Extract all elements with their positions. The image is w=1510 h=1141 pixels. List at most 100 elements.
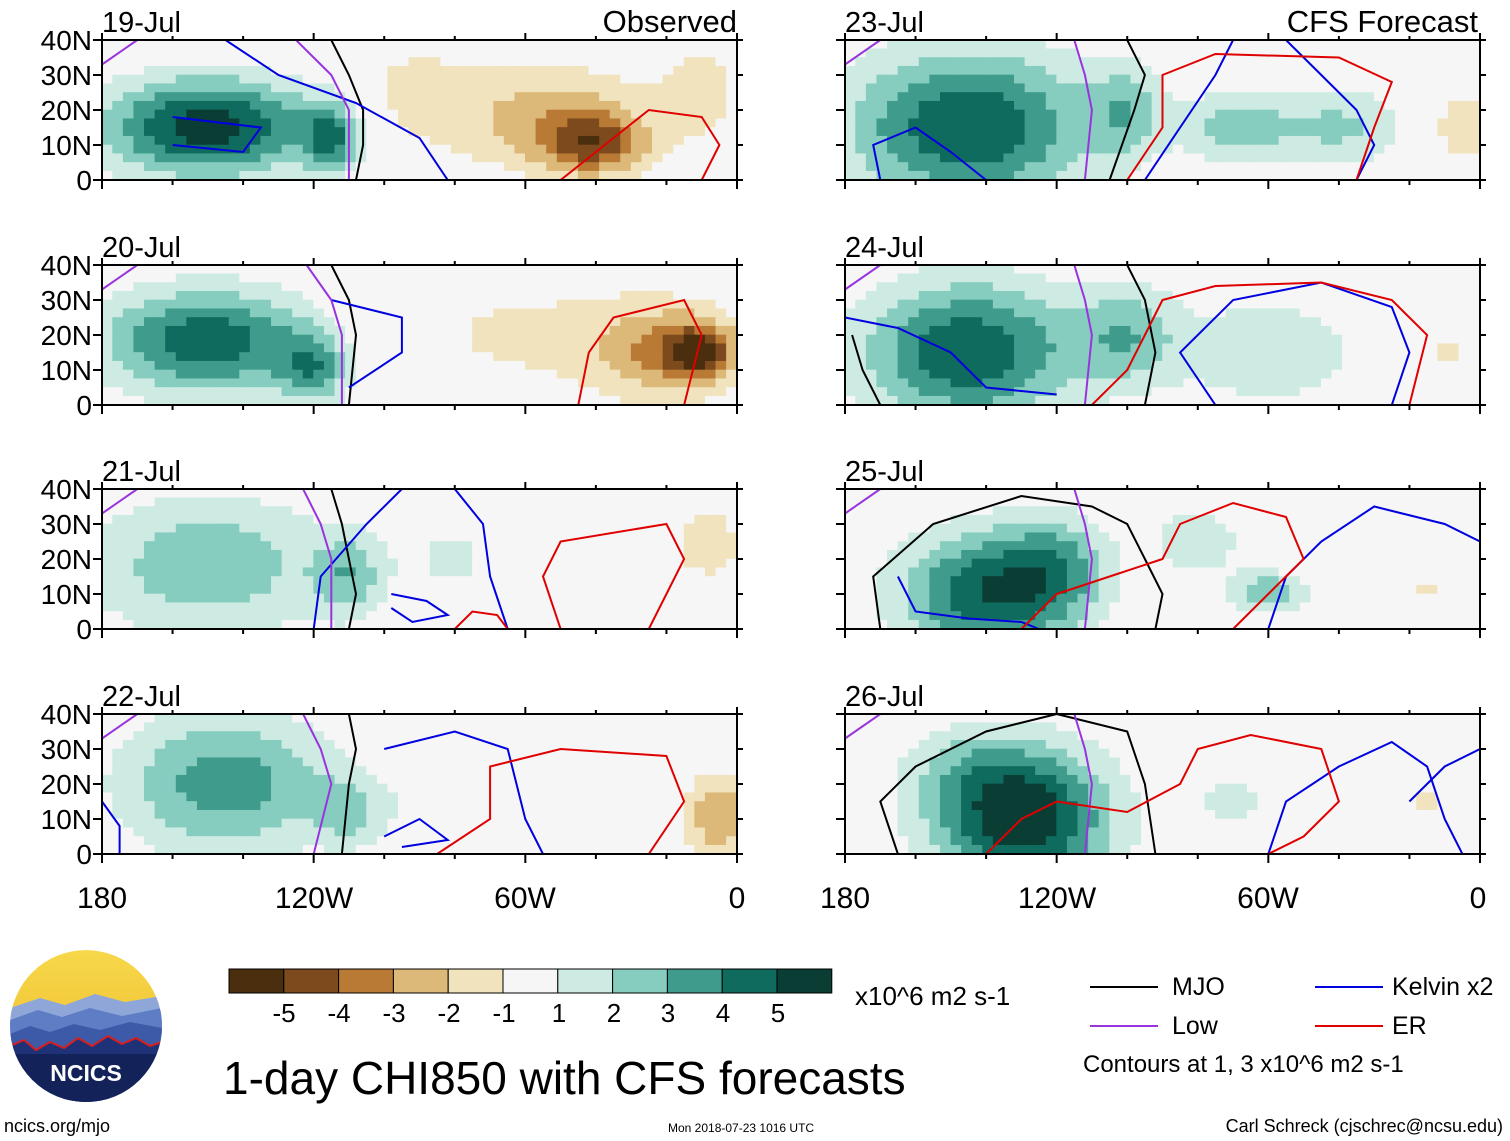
field-cell bbox=[525, 144, 537, 155]
field-cell bbox=[313, 299, 325, 310]
field-cell bbox=[525, 766, 537, 776]
field-cell bbox=[918, 48, 931, 58]
field-cell bbox=[704, 549, 717, 560]
field-cell bbox=[535, 809, 547, 820]
field-cell bbox=[726, 809, 737, 820]
field-cell bbox=[154, 731, 166, 741]
field-cell bbox=[387, 766, 399, 776]
field-cell bbox=[546, 497, 558, 507]
field-cell bbox=[175, 352, 188, 362]
field-cell bbox=[876, 109, 888, 120]
field-cell bbox=[271, 334, 283, 345]
field-cell bbox=[556, 83, 569, 93]
field-cell bbox=[1183, 162, 1195, 172]
field-cell bbox=[398, 170, 410, 180]
field-cell bbox=[302, 100, 315, 111]
field-cell bbox=[334, 611, 346, 621]
field-cell bbox=[376, 792, 389, 802]
field-cell bbox=[1437, 118, 1449, 128]
field-cell bbox=[577, 162, 590, 172]
field-cell bbox=[398, 299, 410, 310]
field-cell bbox=[876, 118, 888, 128]
field-cell bbox=[514, 325, 526, 336]
lat-tick-label: 10N bbox=[41, 130, 92, 161]
field-cell bbox=[334, 558, 346, 569]
field-cell bbox=[715, 378, 727, 388]
field-cell bbox=[1320, 92, 1333, 102]
field-cell bbox=[112, 352, 124, 362]
lat-tick-label: 0 bbox=[76, 614, 92, 645]
field-cell bbox=[546, 135, 558, 146]
field-cell bbox=[271, 602, 283, 612]
field-cell bbox=[419, 92, 431, 102]
field-cell bbox=[165, 827, 177, 837]
field-cell bbox=[239, 118, 251, 128]
field-cell bbox=[535, 57, 547, 67]
field-cell bbox=[440, 360, 452, 371]
field-cell bbox=[556, 100, 569, 111]
field-cell bbox=[845, 127, 857, 137]
field-cell bbox=[334, 748, 346, 759]
field-cell bbox=[609, 360, 622, 371]
field-cell bbox=[482, 334, 495, 345]
field-cell bbox=[281, 792, 293, 802]
field-cell bbox=[929, 144, 941, 155]
field-cell bbox=[535, 506, 547, 516]
field-cell bbox=[704, 135, 717, 146]
field-cell bbox=[175, 593, 188, 604]
field-cell bbox=[652, 611, 664, 621]
field-cell bbox=[673, 541, 685, 551]
field-cell bbox=[175, 395, 188, 405]
field-cell bbox=[630, 757, 643, 767]
field-cell bbox=[992, 118, 1005, 128]
field-cell bbox=[588, 497, 600, 507]
field-cell bbox=[366, 109, 378, 120]
field-cell bbox=[726, 369, 737, 380]
field-cell bbox=[1056, 144, 1068, 155]
field-cell bbox=[112, 731, 124, 741]
field-cell bbox=[334, 162, 346, 172]
field-cell bbox=[207, 127, 219, 137]
field-cell bbox=[313, 325, 325, 336]
field-cell bbox=[461, 282, 473, 292]
field-cell bbox=[323, 827, 336, 837]
field-cell bbox=[408, 541, 420, 551]
field-cell bbox=[260, 378, 272, 388]
field-cell bbox=[1289, 127, 1301, 137]
field-cell bbox=[323, 766, 336, 776]
field-cell bbox=[577, 576, 590, 586]
field-cell bbox=[260, 395, 272, 405]
field-cell bbox=[704, 783, 717, 794]
field-cell bbox=[694, 514, 706, 525]
field-cell bbox=[218, 593, 230, 604]
field-cell bbox=[694, 602, 706, 612]
field-cell bbox=[175, 584, 188, 595]
field-cell bbox=[398, 352, 410, 362]
field-cell bbox=[218, 584, 230, 595]
field-cell bbox=[292, 290, 304, 301]
field-cell bbox=[673, 352, 685, 362]
field-cell bbox=[652, 135, 664, 146]
field-cell bbox=[102, 489, 114, 499]
field-cell bbox=[503, 127, 516, 137]
field-cell bbox=[419, 352, 431, 362]
field-cell bbox=[1162, 170, 1174, 180]
field-cell bbox=[376, 611, 389, 621]
field-cell bbox=[652, 766, 664, 776]
field-cell bbox=[1109, 135, 1121, 146]
field-cell bbox=[376, 57, 389, 67]
field-cell bbox=[609, 541, 622, 551]
field-cell bbox=[249, 299, 262, 310]
field-cell bbox=[1088, 65, 1100, 76]
field-cell bbox=[556, 92, 569, 102]
field-cell bbox=[281, 619, 293, 629]
field-cell bbox=[546, 783, 558, 794]
field-cell bbox=[450, 352, 463, 362]
field-cell bbox=[450, 567, 463, 577]
field-cell bbox=[271, 792, 283, 802]
field-cell bbox=[239, 757, 251, 767]
field-cell bbox=[165, 282, 177, 292]
field-cell bbox=[694, 739, 706, 750]
field-cell bbox=[1045, 170, 1058, 180]
field-cell bbox=[429, 317, 442, 327]
